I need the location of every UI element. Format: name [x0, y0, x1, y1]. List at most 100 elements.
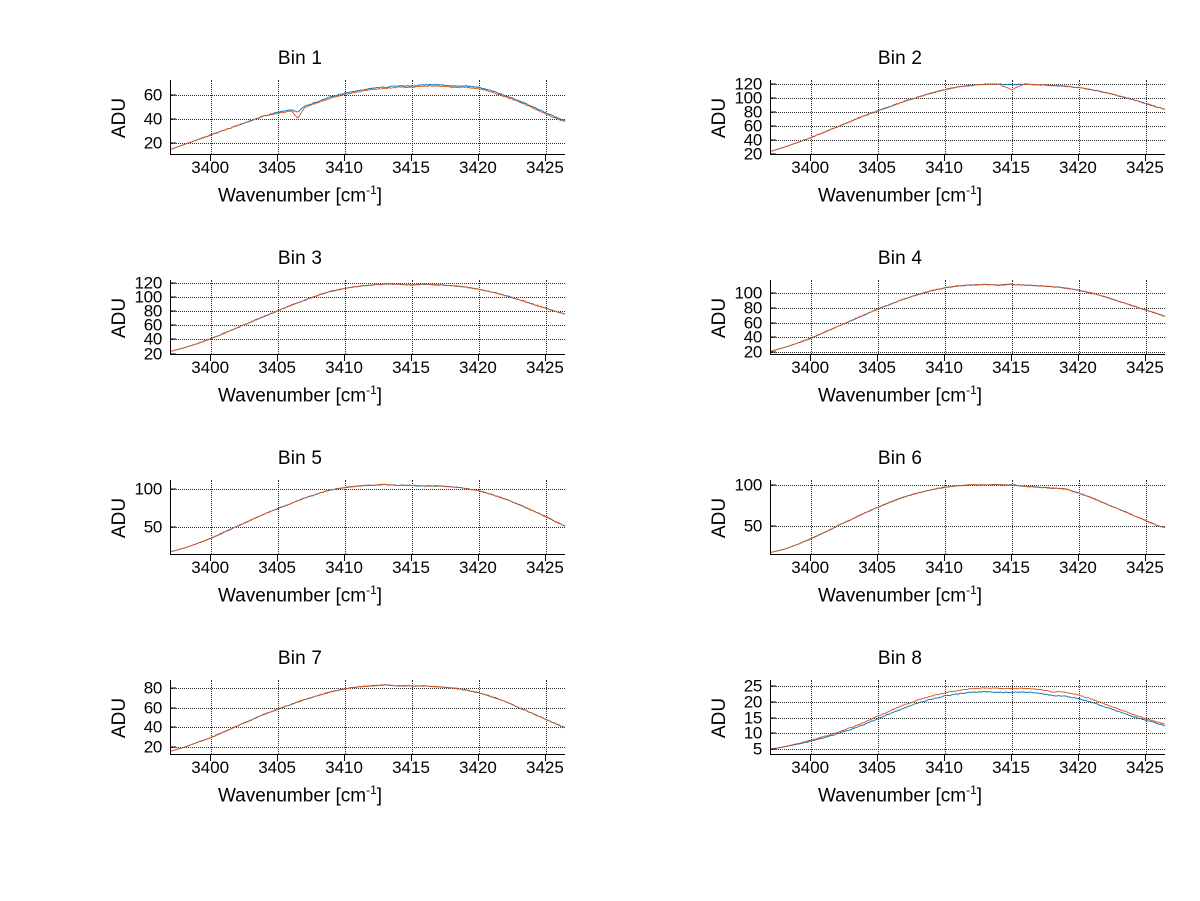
x-tick-label: 3405	[858, 158, 897, 177]
horizontal-gridline	[171, 311, 565, 313]
y-tick-label: 60	[143, 315, 163, 335]
x-tick-mark	[411, 355, 413, 361]
x-tick-label: 3400	[191, 758, 230, 777]
y-tick-label: 20	[143, 737, 163, 757]
vertical-gridline	[412, 80, 414, 154]
x-tick-label: 3400	[791, 358, 830, 377]
y-tick-mark	[770, 717, 776, 718]
data-curves	[771, 80, 1165, 154]
y-tick-label: 120	[134, 273, 163, 293]
y-tick-label: 40	[743, 327, 763, 347]
x-axis-label: Wavenumber [cm-1]	[0, 783, 600, 807]
y-tick-labels: 5 10 15 20 25	[600, 676, 768, 758]
y-tick-mark	[770, 701, 776, 703]
x-tick-label: 3425	[525, 158, 564, 177]
x-tick-mark	[544, 755, 546, 761]
vertical-gridline	[345, 680, 347, 754]
x-tick-mark	[411, 755, 413, 761]
x-tick-label: 3410	[325, 358, 363, 377]
panel-bin-7: Bin 7 ADU 20 40 60 80 3400 3405 3410 3415 3420 3425…	[0, 640, 600, 840]
x-tick-label: 3400	[791, 558, 830, 577]
x-tick-mark	[477, 355, 479, 361]
x-axis-label-superscript: -1	[966, 383, 977, 397]
x-tick-label: 3420	[459, 158, 497, 177]
vertical-gridline	[1078, 80, 1080, 154]
y-tick-mark	[770, 322, 776, 324]
x-axis-label-bracket: ]	[976, 785, 983, 807]
y-tick-mark	[170, 282, 176, 284]
plot-area	[170, 80, 565, 155]
y-tick-label: 25	[743, 676, 763, 696]
gridlines	[771, 280, 1165, 354]
vertical-gridline	[1145, 80, 1147, 154]
x-tick-mark	[1011, 355, 1013, 361]
x-tick-mark	[1144, 355, 1146, 361]
y-tick-label: 20	[743, 692, 763, 712]
x-tick-labels: 3400 3405 3410 3415 3420 3425	[170, 358, 565, 382]
x-tick-label: 3410	[925, 358, 963, 377]
x-tick-labels: 3400 3405 3410 3415 3420 3425	[170, 158, 565, 182]
y-tick-label: 15	[743, 708, 763, 727]
y-tick-mark	[170, 338, 176, 340]
x-tick-label: 3425	[525, 358, 564, 377]
series-line-series-orange	[771, 284, 1165, 351]
x-axis-label-text: Wavenumber [cm	[217, 585, 367, 607]
horizontal-gridline	[771, 337, 1165, 339]
vertical-gridline	[945, 80, 947, 154]
y-tick-label: 80	[143, 678, 163, 698]
series-line-series-blue	[771, 691, 1165, 749]
x-tick-mark	[411, 155, 413, 161]
vertical-gridline	[345, 80, 347, 154]
y-tick-mark	[170, 118, 176, 120]
series-line-series-orange	[171, 685, 565, 751]
panel-title: Bin 3	[277, 248, 323, 269]
panel-title: Bin 2	[877, 48, 923, 69]
y-tick-label: 50	[743, 516, 763, 536]
x-tick-mark	[477, 755, 479, 761]
y-tick-mark	[770, 748, 776, 750]
data-curves	[171, 80, 565, 154]
horizontal-gridline	[771, 322, 1165, 324]
y-tick-labels: 50 100	[0, 480, 168, 555]
panel-bin-8: Bin 8 ADU 5 10 15 20 25 3400 3405 3410 3415 3420 342…	[600, 640, 1200, 840]
x-axis-label: Wavenumber [cm-1]	[0, 183, 600, 207]
x-tick-label: 3400	[191, 158, 230, 177]
vertical-gridline	[1012, 680, 1014, 754]
x-axis-label-bracket: ]	[376, 385, 383, 407]
x-axis-label-text: Wavenumber [cm	[817, 785, 967, 807]
y-tick-label: 10	[743, 723, 763, 743]
plot-area	[170, 280, 565, 355]
x-tick-label: 3400	[791, 758, 830, 777]
series-line-series-orange	[771, 84, 1165, 151]
x-tick-labels: 3400 3405 3410 3415 3420 3425	[170, 558, 565, 582]
x-tick-mark	[1011, 555, 1013, 561]
x-tick-mark	[344, 155, 346, 161]
x-tick-label: 3415	[992, 558, 1030, 577]
x-axis-label-superscript: -1	[966, 783, 977, 797]
x-tick-label: 3420	[1059, 158, 1097, 177]
panel-title: Bin 5	[277, 448, 323, 469]
x-tick-label: 3420	[459, 358, 497, 377]
x-tick-label: 3410	[925, 558, 963, 577]
x-axis-label-bracket: ]	[976, 185, 983, 207]
x-axis-label-superscript: -1	[366, 783, 377, 797]
y-tick-mark	[170, 142, 176, 144]
x-tick-mark	[1011, 155, 1013, 161]
x-tick-label: 3405	[258, 558, 297, 577]
y-tick-mark	[770, 125, 776, 127]
y-tick-labels: 20 40 60 80	[0, 678, 168, 757]
horizontal-gridline	[771, 525, 1165, 527]
data-curves	[771, 680, 1165, 754]
series-line-series-blue	[771, 84, 1165, 152]
data-curves	[771, 280, 1165, 354]
x-tick-label: 3410	[325, 558, 363, 577]
x-tick-mark	[344, 555, 346, 561]
horizontal-gridline	[771, 733, 1165, 735]
panel-title: Bin 1	[277, 48, 323, 69]
x-tick-mark	[210, 355, 212, 361]
vertical-gridline	[545, 680, 547, 754]
vertical-gridline	[878, 80, 880, 154]
x-tick-mark	[477, 555, 479, 561]
y-tick-label: 60	[143, 85, 163, 105]
